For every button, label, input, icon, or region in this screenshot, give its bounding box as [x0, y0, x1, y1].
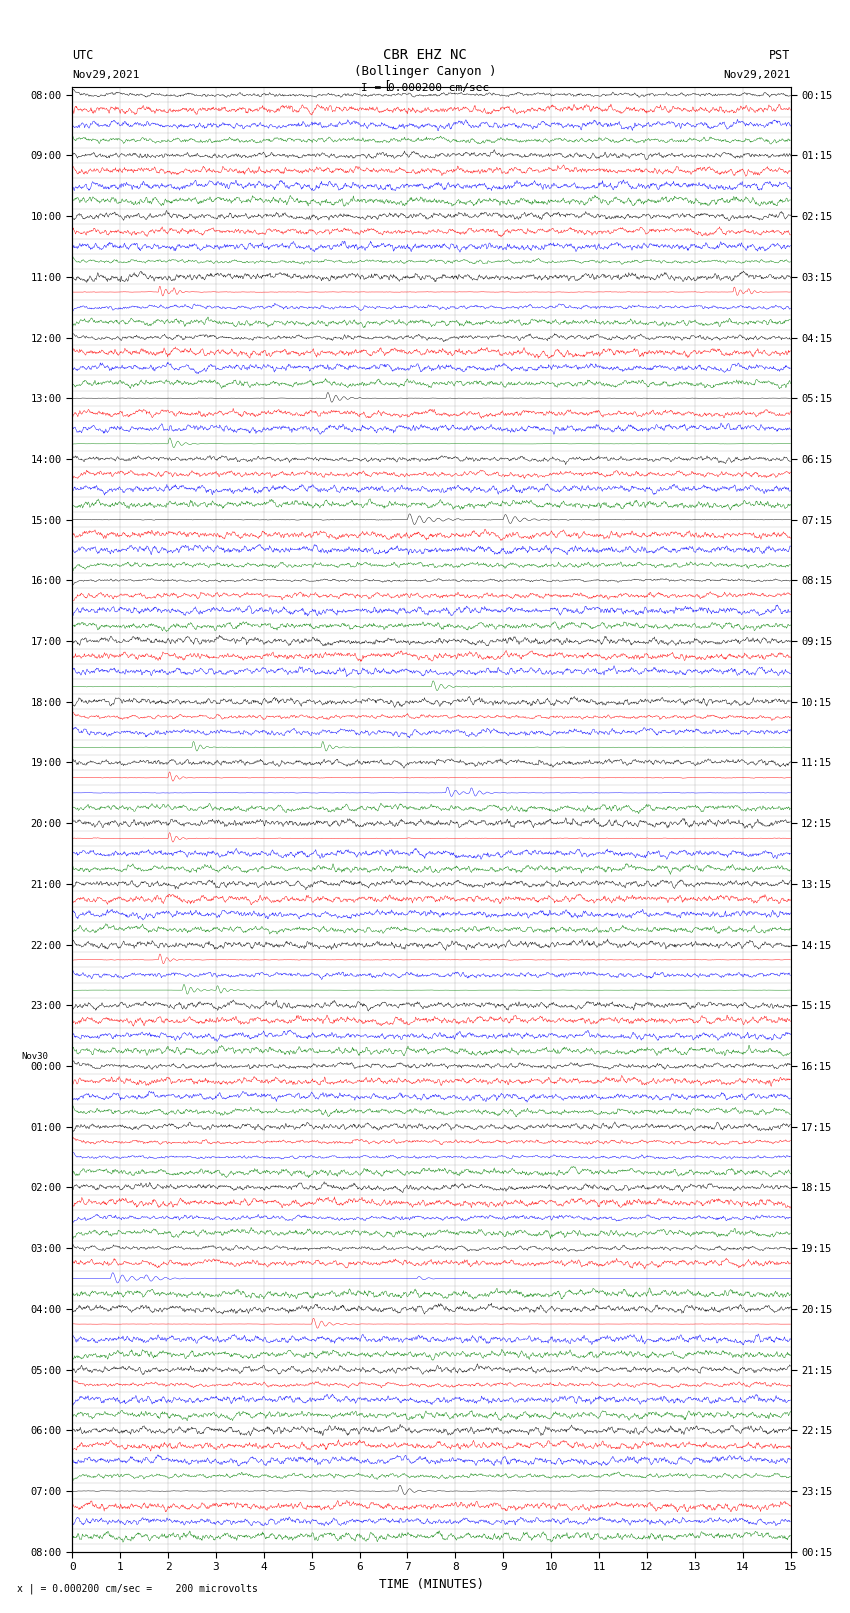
X-axis label: TIME (MINUTES): TIME (MINUTES)	[379, 1578, 484, 1590]
Text: I = 0.000200 cm/sec: I = 0.000200 cm/sec	[361, 82, 489, 92]
Text: Nov30: Nov30	[21, 1052, 48, 1061]
Text: Nov29,2021: Nov29,2021	[72, 69, 139, 79]
Text: x | = 0.000200 cm/sec =    200 microvolts: x | = 0.000200 cm/sec = 200 microvolts	[17, 1582, 258, 1594]
Text: (Bollinger Canyon ): (Bollinger Canyon )	[354, 65, 496, 77]
Text: [: [	[383, 79, 390, 92]
Text: UTC: UTC	[72, 48, 94, 63]
Text: Nov29,2021: Nov29,2021	[723, 69, 791, 79]
Text: CBR EHZ NC: CBR EHZ NC	[383, 48, 467, 63]
Text: PST: PST	[769, 48, 790, 63]
